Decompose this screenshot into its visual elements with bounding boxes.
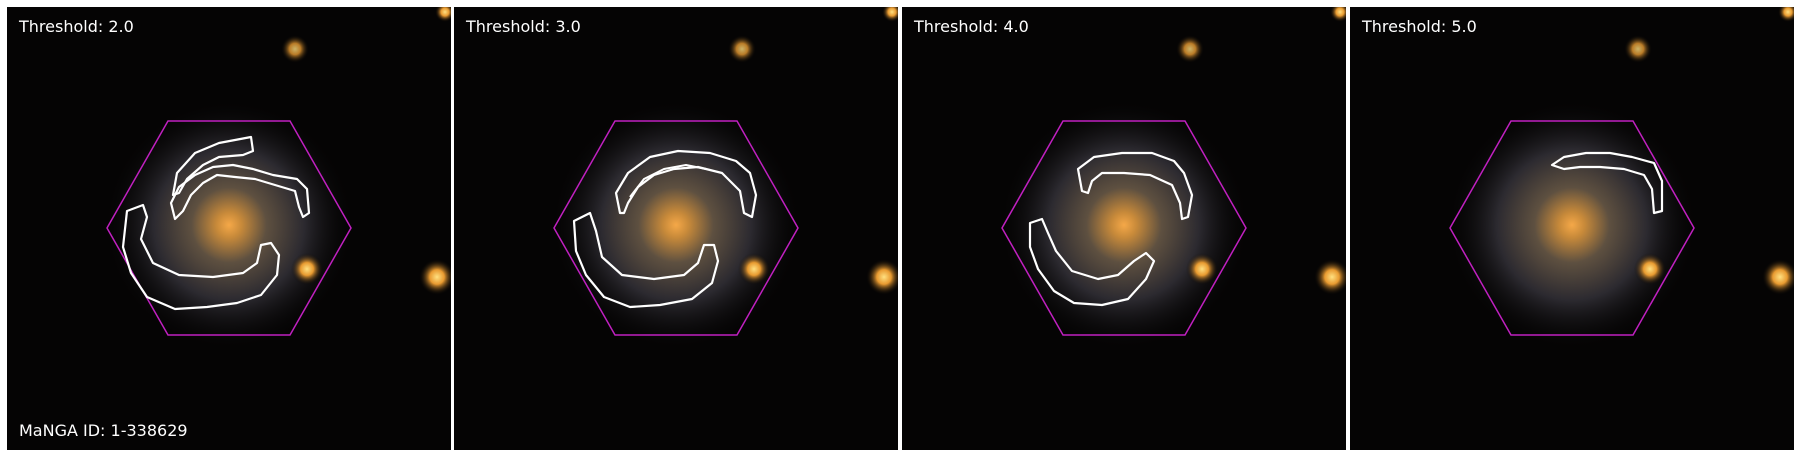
threshold-label: Threshold: 4.0: [914, 17, 1029, 36]
galaxy-glow: [104, 100, 354, 350]
star-top: [1176, 35, 1204, 63]
panel-threshold-3: Threshold: 3.0: [454, 7, 898, 450]
contour-lower-arm: [121, 203, 281, 311]
contour-lower-arm: [1028, 217, 1156, 307]
star-corner: [1778, 7, 1794, 22]
star-corner: [435, 7, 451, 22]
panel-threshold-5: Threshold: 5.0: [1350, 7, 1794, 450]
galaxy-image: [104, 7, 451, 350]
star-right: [738, 253, 770, 285]
star-edge: [1314, 259, 1346, 295]
galaxy-glow: [551, 100, 801, 350]
galaxy-image: [1447, 7, 1794, 350]
star-top: [281, 35, 309, 63]
star-top: [728, 35, 756, 63]
threshold-label: Threshold: 3.0: [466, 17, 581, 36]
galaxy-glow: [1447, 100, 1697, 350]
star-top: [1624, 35, 1652, 63]
hexagon-footprint: [553, 120, 799, 336]
manga-id-label: MaNGA ID: 1-338629: [19, 421, 188, 440]
star-right: [291, 253, 323, 285]
galaxy-image: [999, 7, 1346, 350]
star-edge: [1762, 259, 1794, 295]
star-edge: [866, 259, 898, 295]
threshold-label: Threshold: 5.0: [1362, 17, 1477, 36]
star-corner: [882, 7, 898, 22]
hexagon-footprint: [1001, 120, 1247, 336]
galaxy-glow: [999, 100, 1249, 350]
contour-upper-arm: [1550, 151, 1664, 215]
contour-upper-arm: [614, 149, 758, 219]
contour-upper-arm: [1076, 151, 1194, 221]
galaxy-image: [551, 7, 898, 350]
hexagon-footprint: [1449, 120, 1695, 336]
contour-upper-arc: [171, 135, 255, 197]
contour-upper-arm: [169, 163, 311, 221]
hexagon-footprint: [106, 120, 352, 336]
star-right: [1186, 253, 1218, 285]
panel-threshold-2: Threshold: 2.0 MaNGA ID: 1-338629: [7, 7, 451, 450]
star-corner: [1330, 7, 1346, 22]
threshold-label: Threshold: 2.0: [19, 17, 134, 36]
panel-threshold-4: Threshold: 4.0: [902, 7, 1346, 450]
star-edge: [419, 259, 451, 295]
contour-lower-arm: [572, 211, 720, 309]
star-right: [1634, 253, 1666, 285]
contour-upper-inner: [629, 164, 707, 198]
